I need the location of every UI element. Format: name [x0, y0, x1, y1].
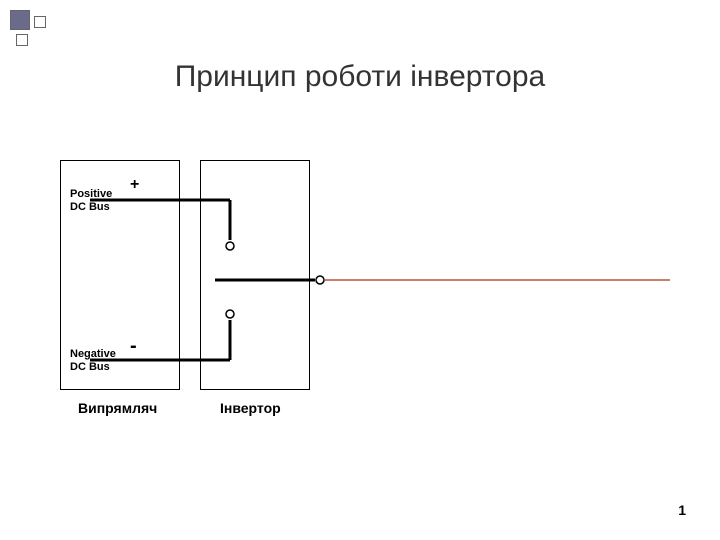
decor-square-large	[10, 10, 30, 30]
inverter-label: Інвертор	[220, 400, 281, 416]
inverter-diagram: Positive DC Bus + Negative DC Bus - Випр…	[60, 160, 680, 420]
slide-number: 1	[678, 502, 686, 518]
decor-square-small-2	[16, 34, 28, 46]
wiring-svg	[60, 160, 680, 420]
rectifier-label: Випрямляч	[78, 400, 157, 416]
negative-bus-label: Negative DC Bus	[70, 348, 116, 373]
node-top	[226, 242, 234, 250]
node-output	[316, 276, 324, 284]
decor-square-small-1	[34, 16, 46, 28]
positive-bus-label: Positive DC Bus	[70, 188, 112, 213]
slide-title: Принцип роботи інвертора	[0, 60, 720, 94]
minus-sign: -	[130, 335, 137, 358]
node-bottom	[226, 310, 234, 318]
plus-sign: +	[130, 176, 139, 194]
